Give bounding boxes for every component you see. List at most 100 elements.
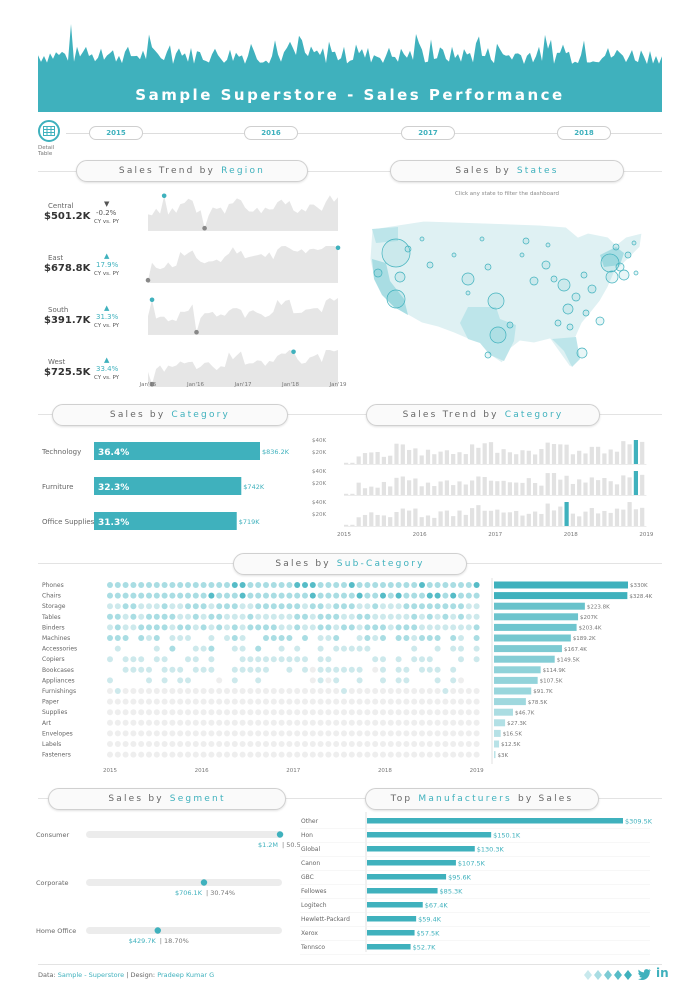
subcategory-month-dot[interactable]	[208, 635, 215, 641]
trend-month-bar[interactable]	[633, 440, 638, 464]
subcategory-month-dot[interactable]	[294, 582, 301, 588]
subcategory-month-dot[interactable]	[442, 624, 449, 631]
subcategory-month-dot[interactable]	[364, 709, 371, 716]
subcategory-month-dot[interactable]	[411, 730, 418, 737]
trend-month-bar[interactable]	[640, 507, 645, 526]
trend-month-bar[interactable]	[444, 510, 449, 526]
subcategory-month-dot[interactable]	[247, 688, 254, 694]
subcategory-month-dot[interactable]	[434, 592, 441, 599]
subcategory-month-dot[interactable]	[465, 582, 472, 588]
subcategory-month-dot[interactable]	[231, 719, 238, 726]
trend-month-bar[interactable]	[451, 516, 456, 526]
subcategory-month-dot[interactable]	[138, 582, 145, 588]
trend-month-bar[interactable]	[589, 477, 594, 495]
subcategory-month-dot[interactable]	[419, 592, 425, 599]
subcategory-month-dot[interactable]	[395, 624, 402, 631]
subcategory-month-dot[interactable]	[122, 582, 129, 588]
subcategory-month-dot[interactable]	[286, 656, 293, 663]
subcategory-month-dot[interactable]	[278, 656, 285, 663]
subcategory-month-dot[interactable]	[231, 624, 238, 631]
map-city-bubble[interactable]	[479, 236, 485, 242]
subcategory-month-dot[interactable]	[107, 592, 113, 599]
trend-month-bar[interactable]	[394, 512, 399, 526]
subcategory-month-dot[interactable]	[434, 709, 441, 716]
subcategory-month-dot[interactable]	[442, 751, 449, 758]
trend-month-bar[interactable]	[394, 443, 399, 464]
subcategory-month-dot[interactable]	[185, 635, 191, 641]
subcategory-month-dot[interactable]	[208, 709, 215, 716]
subcategory-month-dot[interactable]	[278, 635, 285, 641]
subcategory-month-dot[interactable]	[270, 582, 277, 588]
subcategory-month-dot[interactable]	[380, 635, 386, 641]
subcategory-month-dot[interactable]	[161, 688, 168, 694]
subcategory-month-dot[interactable]	[177, 688, 184, 694]
category-bar[interactable]	[94, 477, 242, 495]
subcategory-month-dot[interactable]	[192, 603, 199, 610]
subcategory-bar[interactable]	[494, 602, 585, 610]
subcategory-month-dot[interactable]	[161, 613, 168, 620]
subcategory-month-dot[interactable]	[372, 709, 379, 716]
subcategory-month-dot[interactable]	[200, 719, 207, 726]
trend-month-bar[interactable]	[596, 480, 601, 495]
subcategory-month-dot[interactable]	[317, 741, 324, 747]
trend-month-bar[interactable]	[564, 475, 569, 495]
subcategory-month-dot[interactable]	[286, 666, 293, 673]
subcategory-month-dot[interactable]	[317, 688, 324, 694]
subcategory-month-dot[interactable]	[356, 751, 363, 758]
subcategory-bar[interactable]	[494, 592, 628, 600]
subcategory-month-dot[interactable]	[107, 582, 113, 588]
subcategory-month-dot[interactable]	[161, 592, 168, 599]
subcategory-bar[interactable]	[494, 655, 555, 663]
subcategory-month-dot[interactable]	[317, 592, 324, 599]
subcategory-month-dot[interactable]	[333, 603, 340, 610]
subcategory-month-dot[interactable]	[169, 751, 176, 758]
subcategory-month-dot[interactable]	[270, 624, 277, 631]
subcategory-month-dot[interactable]	[325, 624, 332, 631]
subcategory-bar[interactable]	[494, 687, 532, 695]
subcategory-bar[interactable]	[494, 698, 526, 706]
subcategory-month-dot[interactable]	[263, 751, 269, 758]
peak-marker[interactable]	[335, 245, 341, 251]
manufacturer-bar[interactable]	[367, 832, 492, 838]
subcategory-month-dot[interactable]	[255, 656, 262, 663]
subcategory-month-dot[interactable]	[146, 624, 152, 631]
subcategory-month-dot[interactable]	[278, 730, 285, 737]
trend-month-bar[interactable]	[388, 486, 393, 495]
subcategory-month-dot[interactable]	[247, 730, 254, 737]
subcategory-month-dot[interactable]	[403, 624, 410, 631]
subcategory-month-dot[interactable]	[387, 709, 394, 716]
map-city-bubble[interactable]	[580, 271, 588, 279]
subcategory-month-dot[interactable]	[153, 603, 160, 610]
subcategory-month-dot[interactable]	[185, 677, 191, 684]
trend-month-bar[interactable]	[507, 482, 512, 495]
subcategory-month-dot[interactable]	[263, 688, 269, 694]
subcategory-month-dot[interactable]	[231, 709, 238, 716]
subcategory-month-dot[interactable]	[169, 698, 176, 705]
subcategory-month-dot[interactable]	[161, 677, 168, 684]
subcategory-month-dot[interactable]	[122, 603, 129, 610]
subcategory-month-dot[interactable]	[333, 688, 340, 694]
subcategory-month-dot[interactable]	[364, 603, 371, 610]
trend-month-bar[interactable]	[614, 484, 620, 495]
subcategory-bar[interactable]	[494, 613, 579, 621]
trend-month-bar[interactable]	[533, 511, 538, 526]
low-marker[interactable]	[145, 277, 151, 283]
subcategory-month-dot[interactable]	[153, 635, 160, 641]
map-city-bubble[interactable]	[394, 271, 406, 283]
trend-month-bar[interactable]	[356, 456, 361, 464]
subcategory-month-dot[interactable]	[395, 582, 402, 588]
subcategory-month-dot[interactable]	[192, 666, 199, 673]
trend-month-bar[interactable]	[564, 502, 569, 526]
map-city-bubble[interactable]	[545, 242, 551, 248]
subcategory-month-dot[interactable]	[419, 688, 425, 694]
subcategory-month-dot[interactable]	[208, 624, 215, 631]
subcategory-month-dot[interactable]	[286, 603, 293, 610]
subcategory-month-dot[interactable]	[114, 730, 121, 737]
subcategory-month-dot[interactable]	[419, 666, 425, 673]
trend-month-bar[interactable]	[432, 454, 437, 464]
subcategory-month-dot[interactable]	[231, 603, 238, 610]
subcategory-month-dot[interactable]	[341, 709, 347, 716]
trend-month-bar[interactable]	[514, 510, 519, 526]
subcategory-month-dot[interactable]	[107, 741, 113, 747]
subcategory-month-dot[interactable]	[107, 730, 113, 737]
